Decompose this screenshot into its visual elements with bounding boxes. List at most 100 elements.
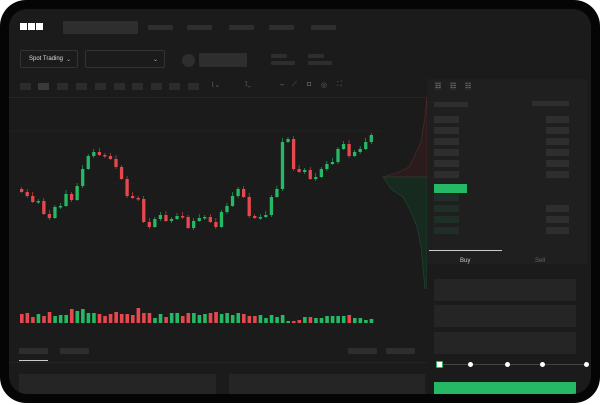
slider-stop[interactable] (584, 362, 589, 367)
candle (142, 199, 146, 222)
interval-button[interactable] (132, 83, 143, 90)
volume-bar (147, 313, 152, 323)
tab-order-history[interactable] (60, 348, 89, 354)
camera-icon[interactable]: ◘ (307, 81, 312, 88)
orderbook-price[interactable] (434, 194, 459, 201)
candle (336, 149, 340, 162)
divider (9, 97, 427, 98)
fullscreen-icon[interactable]: ⛶ (337, 81, 342, 88)
interval-button[interactable] (38, 83, 49, 90)
price-input[interactable] (434, 279, 576, 301)
volume-bar (258, 315, 263, 323)
stat-value (308, 61, 332, 65)
chevron-down-icon: ⌄ (65, 57, 71, 63)
candle (308, 170, 312, 179)
candle (31, 196, 35, 202)
slider-stop[interactable] (540, 362, 545, 367)
buy-submit-button[interactable] (434, 382, 576, 394)
candle (258, 217, 262, 219)
orderbook-price[interactable] (434, 171, 459, 178)
slider-stop[interactable] (505, 362, 510, 367)
orderbook-amount (546, 149, 569, 156)
interval-button[interactable] (95, 83, 106, 90)
interval-button[interactable] (76, 83, 87, 90)
candlestick-chart[interactable] (9, 89, 427, 329)
candle (319, 169, 323, 177)
interval-button[interactable] (20, 83, 31, 90)
volume-bar (358, 318, 363, 323)
volume-bar (197, 315, 202, 323)
volume-bar (180, 316, 185, 323)
orderbook-price[interactable] (434, 138, 459, 145)
chart-type-icon[interactable]: ⌇⌄ (211, 82, 221, 89)
filter-button[interactable] (386, 348, 415, 354)
volume-bar (230, 315, 235, 323)
nav-item[interactable] (269, 25, 294, 30)
orderbook-price[interactable] (434, 149, 459, 156)
total-input[interactable] (434, 332, 576, 354)
settings-icon[interactable]: ◎ (321, 82, 328, 89)
search-input[interactable] (63, 21, 138, 34)
pair-select[interactable]: ⌄ (85, 50, 165, 68)
slider-stop[interactable] (468, 362, 473, 367)
tab-open-orders[interactable] (19, 348, 48, 354)
volume-bar (280, 315, 285, 323)
interval-button[interactable] (114, 83, 125, 90)
volume-bar (242, 314, 246, 323)
interval-button[interactable] (188, 83, 199, 90)
orderbook-both-icon[interactable]: ☷ (435, 82, 442, 90)
volume-bar (225, 313, 229, 323)
candle (20, 189, 24, 192)
candle (169, 219, 174, 221)
nav-item[interactable] (229, 25, 254, 30)
candle (275, 189, 279, 197)
volume-bar (103, 316, 107, 323)
candle (197, 218, 201, 221)
orderbook-price[interactable] (434, 205, 459, 212)
candle (214, 222, 218, 227)
interval-button[interactable] (151, 83, 162, 90)
nav-item[interactable] (148, 25, 173, 30)
nav-item[interactable] (187, 25, 212, 30)
orderbook-price[interactable] (434, 227, 459, 234)
tab-buy[interactable]: Buy (460, 258, 471, 264)
interval-button[interactable] (169, 83, 180, 90)
volume-bar (114, 312, 118, 323)
orderbook-price[interactable] (434, 216, 459, 223)
slider-handle[interactable] (436, 361, 443, 368)
amount-slider[interactable] (437, 364, 587, 365)
candle (330, 162, 335, 164)
tab-sell[interactable]: Sell (535, 258, 546, 264)
volume-bar (325, 316, 329, 323)
volume-bar (64, 315, 68, 323)
stat-label (308, 54, 324, 58)
orderbook-bids-icon[interactable]: ☷ (450, 82, 457, 90)
ruler-icon[interactable]: ⟋ (292, 81, 297, 88)
nav-item[interactable] (311, 25, 336, 30)
market-type-select[interactable]: Spot Trading ⌄ (20, 50, 78, 68)
filter-button[interactable] (348, 348, 377, 354)
depth-chart (382, 97, 427, 289)
volume-bar (175, 313, 179, 323)
orderbook-price[interactable] (434, 127, 459, 134)
line-icon[interactable]: ∼ (279, 82, 285, 89)
candle (253, 216, 257, 218)
volume-bar (186, 313, 191, 323)
candle (203, 217, 207, 219)
volume-bar (330, 316, 335, 323)
indicator-icon[interactable]: ⟟⌄ (245, 81, 251, 88)
tab-indicator (19, 360, 48, 361)
volume-bar (369, 319, 374, 323)
volume-bar (97, 314, 102, 323)
candle (364, 142, 368, 149)
orderbook-asks-icon[interactable]: ☷ (465, 82, 472, 90)
candle (219, 212, 224, 227)
interval-button[interactable] (57, 83, 68, 90)
candle (53, 207, 57, 218)
amount-input[interactable] (434, 305, 576, 327)
orderbook-price[interactable] (434, 160, 459, 167)
orderbook-price[interactable] (434, 116, 459, 123)
candle (92, 152, 96, 156)
candle (347, 144, 351, 156)
